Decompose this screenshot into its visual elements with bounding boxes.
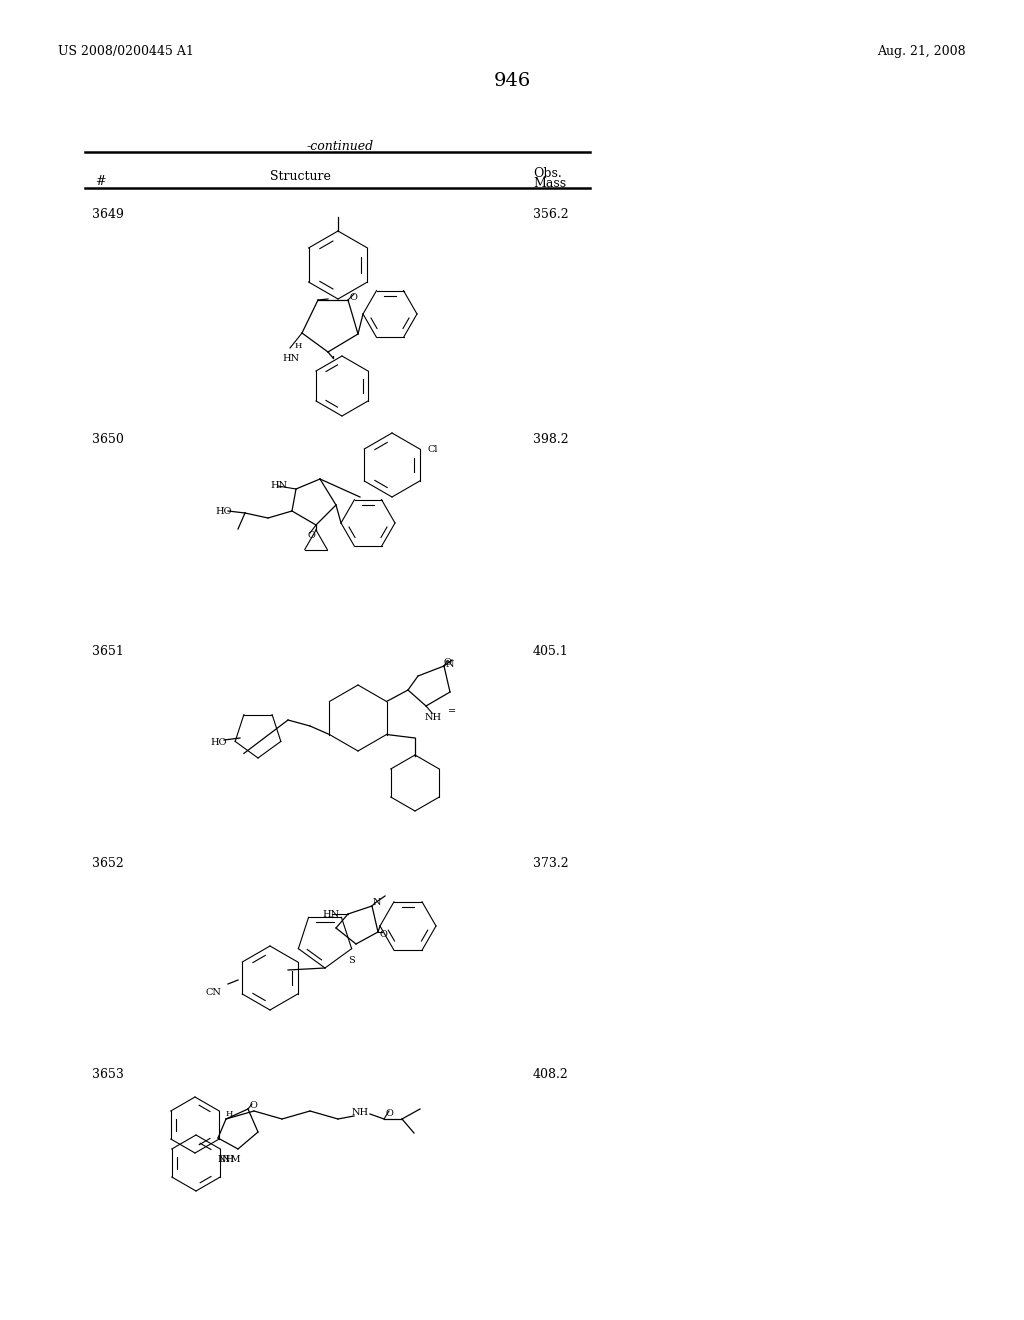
Text: N: N (446, 660, 455, 669)
Text: S: S (348, 956, 354, 965)
Text: 398.2: 398.2 (534, 433, 568, 446)
Text: N: N (373, 898, 382, 907)
Text: INM: INM (218, 1155, 241, 1164)
Text: H: H (295, 342, 302, 350)
Text: -continued: -continued (306, 140, 374, 153)
Text: 373.2: 373.2 (534, 857, 568, 870)
Text: H: H (226, 1110, 233, 1118)
Text: O: O (250, 1101, 258, 1110)
Text: 3653: 3653 (92, 1068, 124, 1081)
Text: 3652: 3652 (92, 857, 124, 870)
Text: HN: HN (270, 480, 287, 490)
Text: 405.1: 405.1 (534, 645, 568, 657)
Text: NH: NH (425, 713, 442, 722)
Text: O: O (444, 657, 452, 667)
Text: NH: NH (352, 1107, 369, 1117)
Text: HO: HO (215, 507, 231, 516)
Text: Cl: Cl (428, 445, 438, 454)
Text: CN: CN (205, 987, 221, 997)
Text: Mass: Mass (534, 177, 566, 190)
Text: =: = (449, 708, 456, 715)
Text: O: O (308, 531, 315, 540)
Text: 3650: 3650 (92, 433, 124, 446)
Text: US 2008/0200445 A1: US 2008/0200445 A1 (58, 45, 194, 58)
Text: O: O (350, 293, 357, 302)
Text: Structure: Structure (269, 170, 331, 183)
Text: O: O (386, 1109, 394, 1118)
Text: #: # (95, 176, 105, 187)
Text: NH: NH (218, 1155, 236, 1164)
Text: HN: HN (322, 909, 339, 919)
Text: 408.2: 408.2 (534, 1068, 568, 1081)
Text: O: O (380, 931, 388, 939)
Text: Obs.: Obs. (534, 168, 562, 180)
Text: 3651: 3651 (92, 645, 124, 657)
Text: HO: HO (210, 738, 226, 747)
Text: HN: HN (282, 354, 299, 363)
Text: 3649: 3649 (92, 209, 124, 220)
Text: Aug. 21, 2008: Aug. 21, 2008 (878, 45, 966, 58)
Text: 356.2: 356.2 (534, 209, 568, 220)
Text: 946: 946 (494, 73, 530, 90)
